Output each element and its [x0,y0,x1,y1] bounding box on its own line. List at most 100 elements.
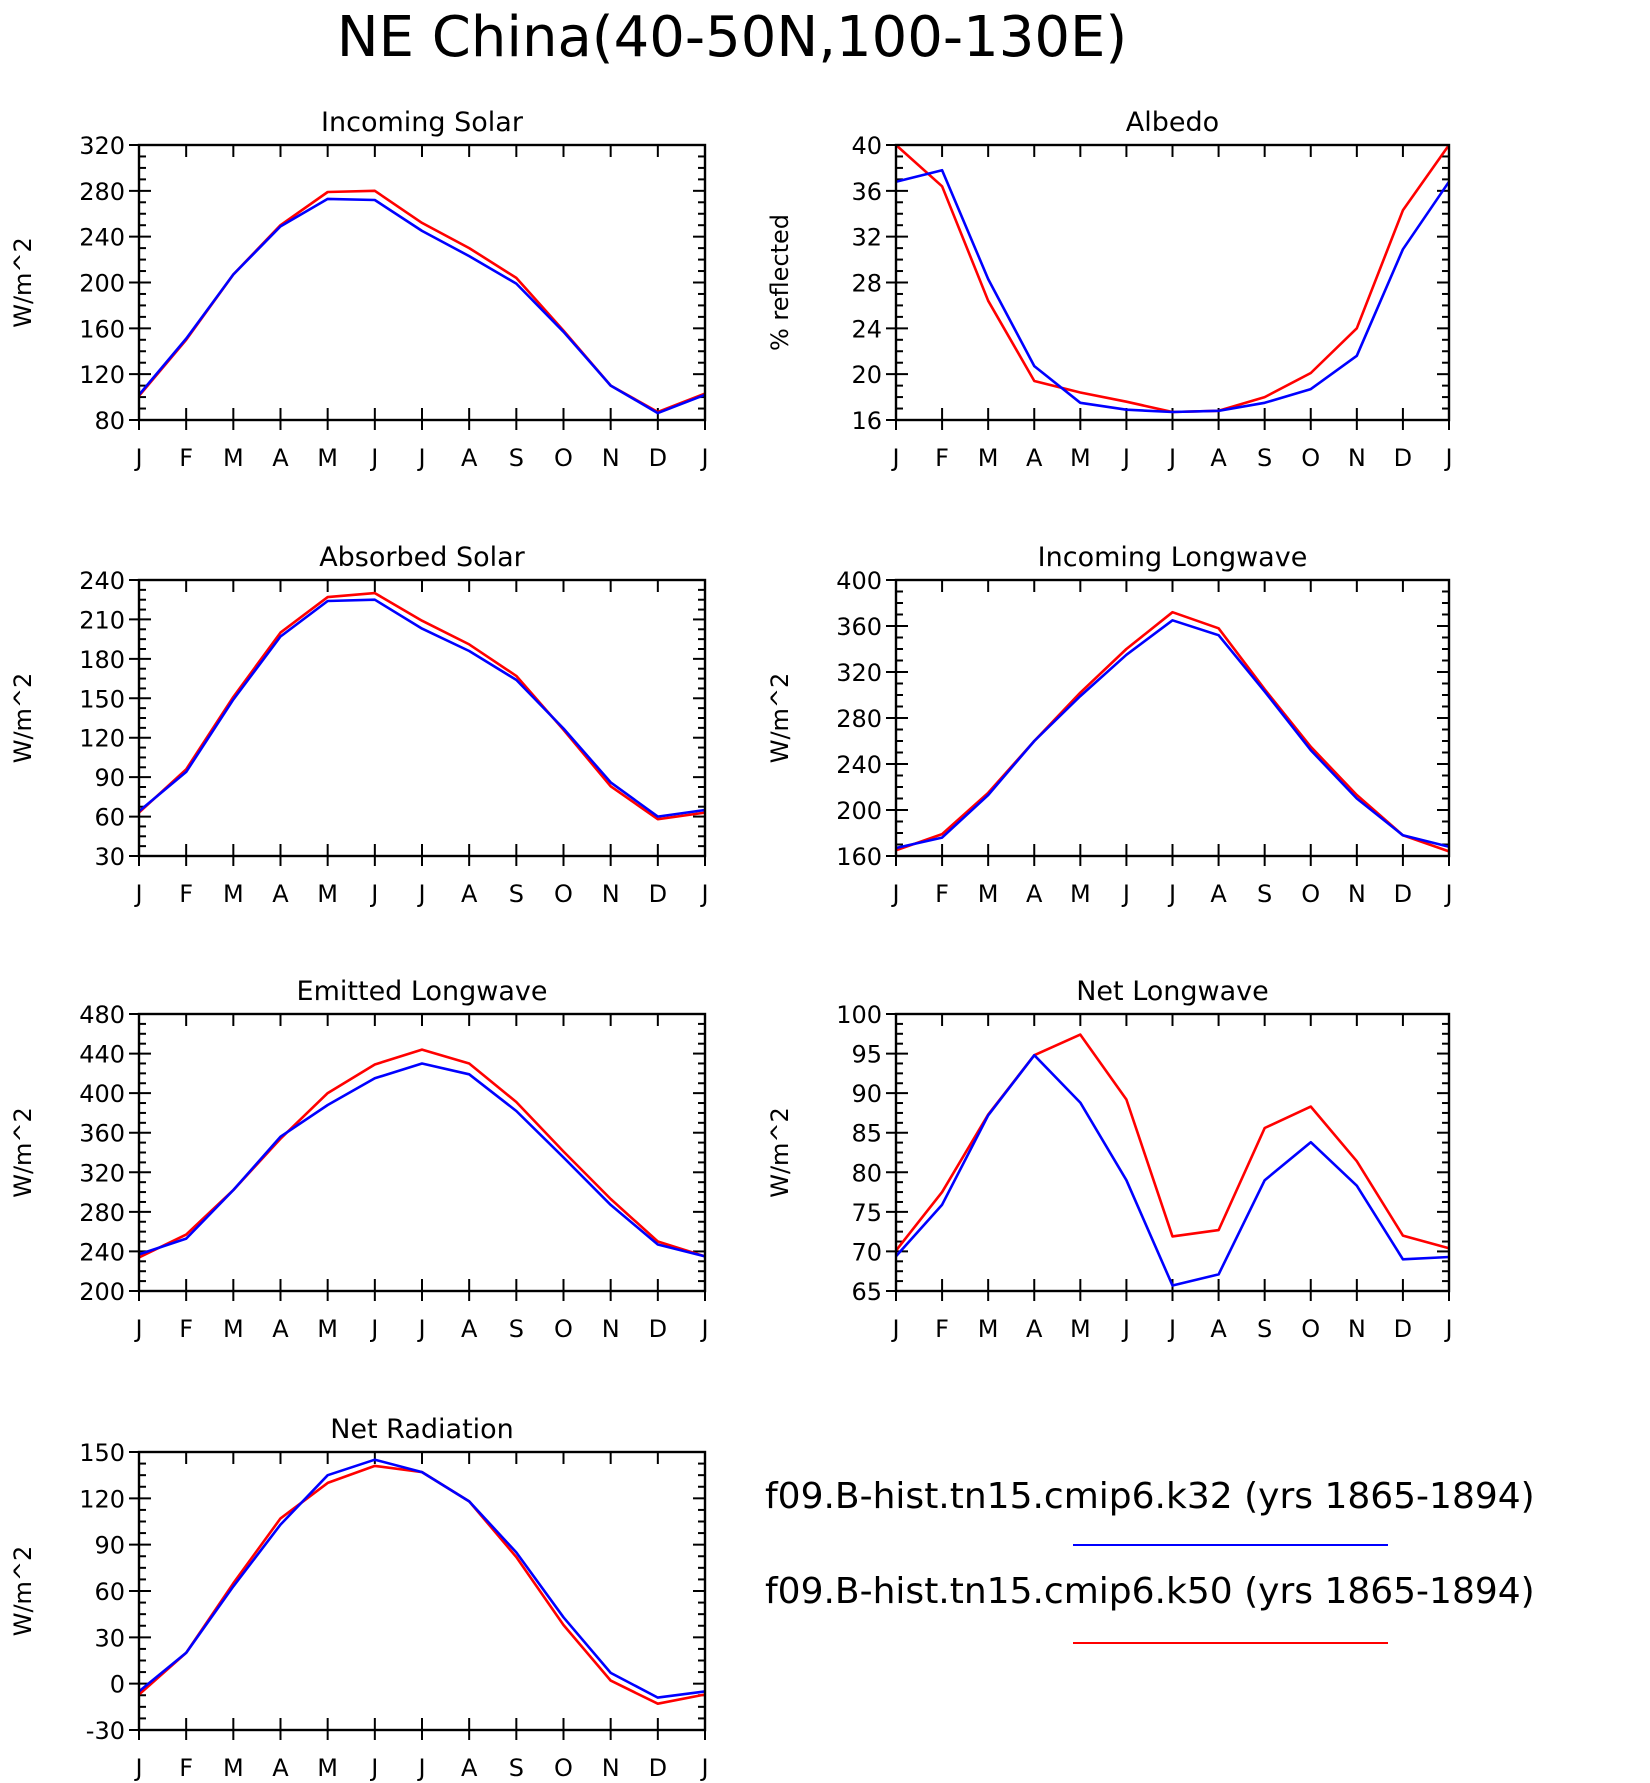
absorbed-solar-ytick-label: 30 [94,843,125,871]
net-radiation-xtick-label: A [272,1754,289,1782]
net-radiation-series-k32-line [138,1458,706,1699]
emitted-longwave-xtick-label: D [649,1315,667,1343]
emitted-longwave-xtick-label: F [179,1315,193,1343]
albedo-xtick-label: J [890,444,899,472]
albedo-title: Albedo [1126,107,1219,138]
emitted-longwave-ytick-label: 240 [79,1238,125,1266]
legend-label-k32: f09.B-hist.tn15.cmip6.k32 (yrs 1865-1894… [765,1476,1535,1517]
page-title: NE China(40-50N,100-130E) [337,5,1128,70]
incoming-longwave-xtick-label: O [1301,880,1320,908]
net-radiation-xtick-label: F [179,1754,193,1782]
net-radiation-xtick-label: M [317,1754,338,1782]
emitted-longwave-ylabel: W/m^2 [9,1107,37,1198]
albedo-ytick-label: 24 [851,315,882,343]
albedo-xtick-label: M [978,444,999,472]
emitted-longwave-xtick-label: A [461,1315,478,1343]
albedo-xtick-label: A [1210,444,1227,472]
net-radiation-ytick-label: 150 [79,1439,125,1467]
incoming-longwave-ytick-label: 200 [836,797,882,825]
incoming-longwave-series-k50-line [895,610,1450,853]
albedo-series-k50-line [895,144,1451,414]
net-longwave-xtick-label: N [1348,1315,1366,1343]
absorbed-solar-ytick-label: 60 [94,804,125,832]
net-radiation-xtick-label: J [369,1754,378,1782]
absorbed-solar-ytick-label: 150 [79,685,125,713]
albedo-ytick-label: 28 [851,270,882,298]
absorbed-solar-xtick-label: A [461,880,478,908]
absorbed-solar-series-k32-line [138,598,706,818]
net-radiation-plot-frame [137,1450,707,1732]
net-longwave-xtick-label: S [1257,1315,1272,1343]
incoming-solar-series-k50-line [138,189,706,414]
net-radiation-ytick-label: 60 [94,1578,125,1606]
incoming-longwave-plot-frame [894,578,1451,858]
incoming-solar-plot-frame [137,143,707,422]
incoming-longwave-ytick-label: 280 [836,705,882,733]
net-radiation-title: Net Radiation [330,1414,514,1445]
net-radiation-xtick-label: M [223,1754,244,1782]
incoming-solar-chart: Incoming Solar W/m^2 80 120 160 200 240 280 320 J… [9,107,709,472]
albedo-ylabel: % reflected [766,214,794,351]
incoming-solar-xtick-label: F [179,444,193,472]
emitted-longwave-ytick-label: 280 [79,1199,125,1227]
net-longwave-ytick-label: 75 [851,1199,882,1227]
incoming-longwave-xtick-label: D [1394,880,1412,908]
incoming-solar-xtick-label: J [133,444,142,472]
albedo-ytick-label: 20 [851,361,882,389]
incoming-solar-xtick-label: A [461,444,478,472]
incoming-longwave-ytick-label: 160 [836,843,882,871]
net-radiation-ylabel: W/m^2 [9,1546,37,1637]
emitted-longwave-ytick-label: 480 [79,1001,125,1029]
net-radiation-xtick-label: S [509,1754,524,1782]
absorbed-solar-ytick-label: 90 [94,764,125,792]
emitted-longwave-xtick-label: A [272,1315,289,1343]
net-longwave-series-k32-line [895,1053,1450,1287]
albedo-xtick-label: S [1257,444,1272,472]
absorbed-solar-title: Absorbed Solar [319,542,525,573]
emitted-longwave-ytick-label: 440 [79,1041,125,1069]
albedo-xtick-label: M [1070,444,1091,472]
albedo-series-k32-line [895,168,1451,414]
incoming-longwave-ytick-label: 240 [836,751,882,779]
incoming-solar-xtick-label: A [272,444,289,472]
incoming-longwave-title: Incoming Longwave [1038,542,1308,573]
net-radiation-xtick-label: N [602,1754,620,1782]
incoming-longwave-xtick-label: M [978,880,999,908]
net-radiation-xtick-label: J [699,1754,708,1782]
emitted-longwave-xtick-label: O [554,1315,573,1343]
absorbed-solar-xtick-label: N [602,880,620,908]
incoming-longwave-xtick-label: J [1121,880,1130,908]
net-longwave-xtick-label: J [1121,1315,1130,1343]
albedo-xtick-label: J [1443,444,1452,472]
incoming-solar-xtick-label: J [416,444,425,472]
net-longwave-ytick-label: 65 [851,1278,882,1306]
incoming-solar-xtick-label: D [649,444,667,472]
albedo-ytick-label: 16 [851,407,882,435]
albedo-xtick-label: A [1026,444,1043,472]
emitted-longwave-xtick-label: M [223,1315,244,1343]
incoming-longwave-xtick-label: N [1348,880,1366,908]
net-radiation-ytick-label: -30 [86,1717,125,1745]
net-longwave-xtick-label: J [1167,1315,1176,1343]
incoming-solar-ylabel: W/m^2 [9,237,37,328]
net-radiation-xtick-label: A [461,1754,478,1782]
net-radiation-xtick-label: J [416,1754,425,1782]
net-longwave-ytick-label: 85 [851,1120,882,1148]
emitted-longwave-chart: Emitted Longwave W/m^2 200 240 280 320 360 400 4… [9,976,709,1343]
net-longwave-title: Net Longwave [1076,976,1269,1007]
incoming-solar-ytick-label: 160 [79,315,125,343]
net-longwave-xtick-label: J [890,1315,899,1343]
net-radiation-xtick-label: J [133,1754,142,1782]
net-longwave-xtick-label: D [1394,1315,1412,1343]
absorbed-solar-ylabel: W/m^2 [9,673,37,764]
absorbed-solar-series-k50-line [138,591,706,821]
albedo-xtick-label: J [1121,444,1130,472]
net-longwave-xtick-label: J [1443,1315,1452,1343]
net-longwave-plot-frame [894,1012,1451,1293]
net-longwave-xtick-label: A [1026,1315,1043,1343]
incoming-solar-title: Incoming Solar [321,107,524,138]
incoming-longwave-xtick-label: J [890,880,899,908]
incoming-solar-ytick-label: 120 [79,361,125,389]
emitted-longwave-ytick-label: 320 [79,1159,125,1187]
